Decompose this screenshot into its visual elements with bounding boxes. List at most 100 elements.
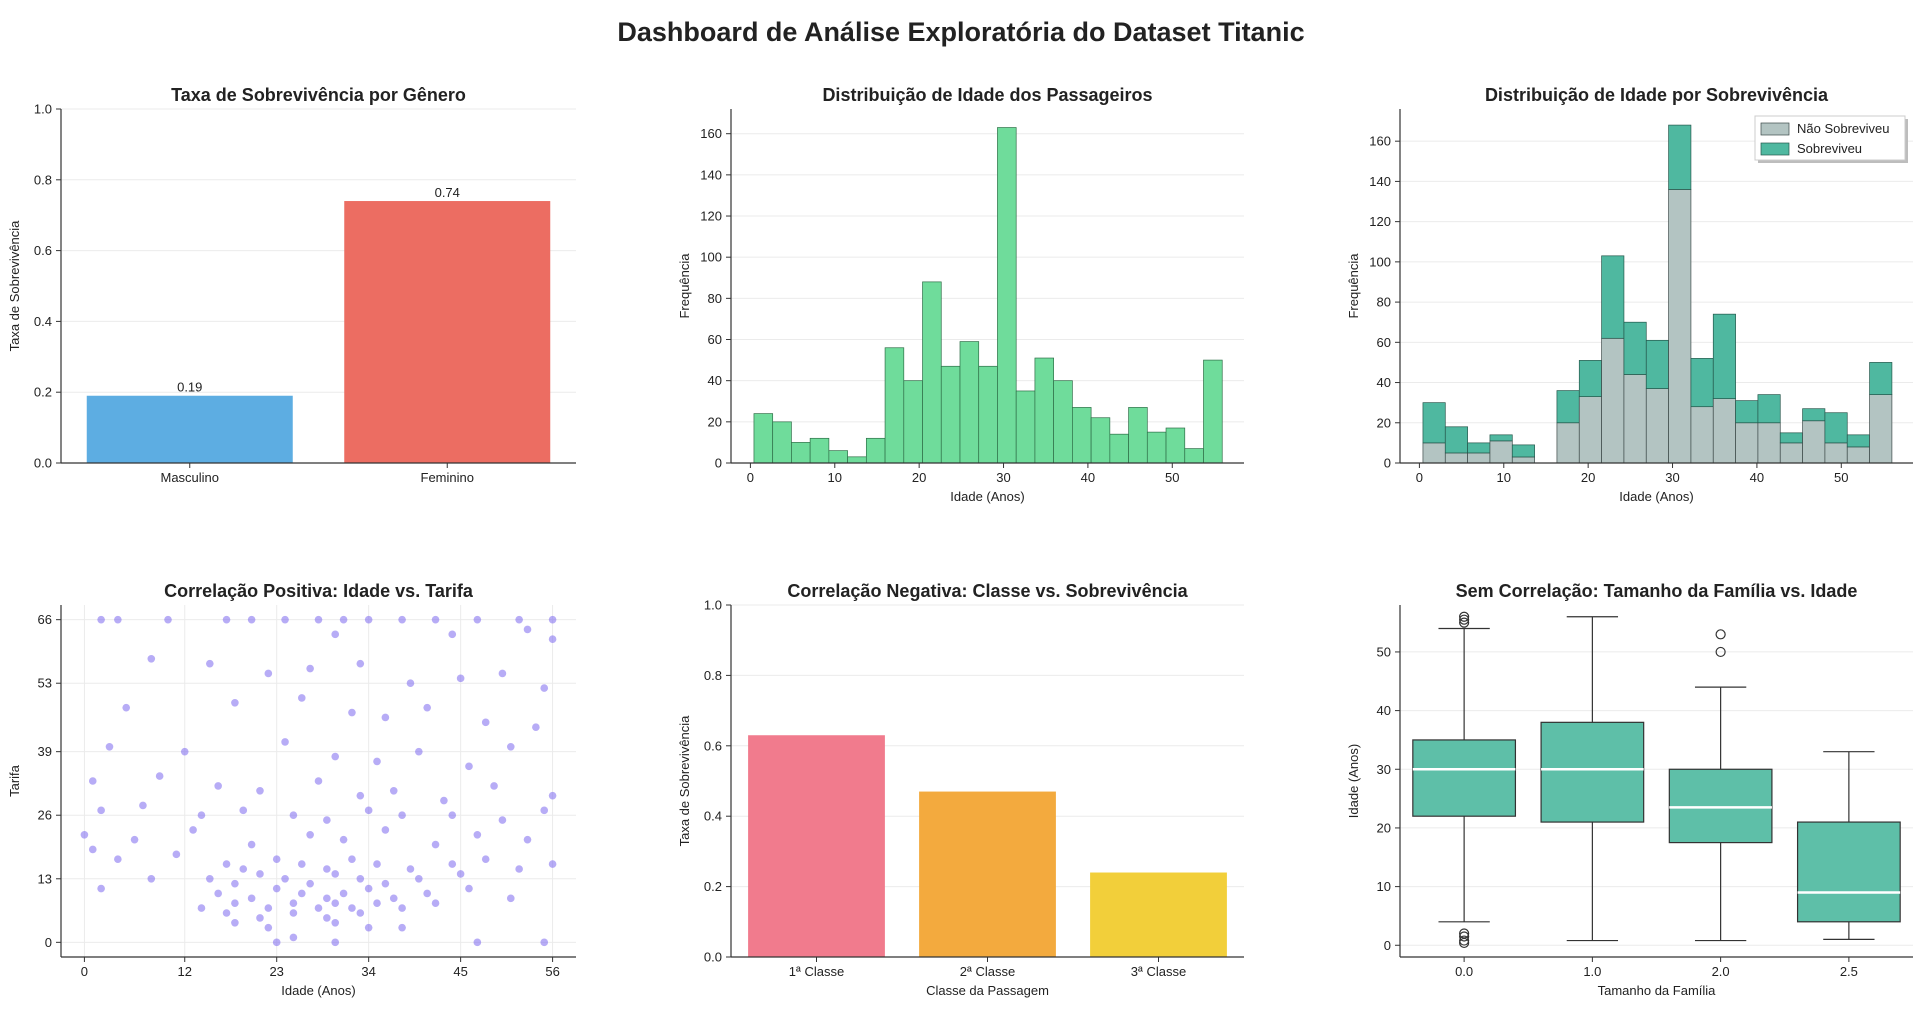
box <box>1540 721 1645 823</box>
scatter-point <box>415 874 423 883</box>
y-tick-label: 10 <box>1377 879 1391 894</box>
bar <box>748 735 885 957</box>
scatter-point <box>297 860 306 868</box>
x-tick-label: 30 <box>996 470 1010 485</box>
bar-not-survived <box>1467 452 1491 464</box>
scatter-point <box>506 894 515 903</box>
scatter-point <box>398 811 406 820</box>
histogram-bar <box>959 341 980 464</box>
histogram-bar <box>1146 431 1167 464</box>
x-tick-label: 20 <box>912 470 926 485</box>
scatter-point <box>548 635 557 644</box>
y-tick-label: 0 <box>715 456 722 471</box>
bar-survived <box>1422 402 1446 444</box>
scatter-point <box>540 938 549 947</box>
scatter-point <box>222 615 231 624</box>
y-tick-label: 0.4 <box>704 809 722 824</box>
histogram-bar <box>1109 433 1129 464</box>
x-tick-label: 50 <box>1834 470 1848 485</box>
scatter-point <box>339 889 348 898</box>
x-axis-label: Idade (Anos) <box>281 983 355 998</box>
chart-age-vs-fare-scatter: 0 13 26 39 53 66 0 12 23 34 45 56 Correlação Positiv… <box>7 581 576 998</box>
histogram-bar <box>940 365 961 464</box>
bar-value-label: 0.74 <box>435 185 460 200</box>
x-tick-label: 2.0 <box>1712 964 1730 979</box>
scatter-point <box>481 718 490 727</box>
bar-not-survived <box>1623 374 1647 464</box>
scatter-point <box>348 708 356 717</box>
scatter-point <box>281 738 289 746</box>
bar-not-survived <box>1802 420 1826 464</box>
scatter-point <box>389 786 398 795</box>
bar-survived <box>1802 408 1826 422</box>
scatter-point <box>406 679 415 688</box>
scatter-point <box>206 659 214 668</box>
bar <box>344 201 551 464</box>
histogram-bar <box>1015 390 1036 464</box>
y-tick-label: 80 <box>1377 295 1391 310</box>
chart-title: Distribuição de Idade dos Passageiros <box>822 85 1152 105</box>
x-tick-label: 50 <box>1165 470 1179 485</box>
outlier-point <box>1459 611 1470 622</box>
scatter-point <box>456 870 465 878</box>
scatter-point <box>139 801 147 810</box>
scatter-point <box>331 918 340 927</box>
y-tick-label: 1.0 <box>34 102 52 117</box>
scatter-point <box>231 918 239 927</box>
y-tick-label: 0.4 <box>34 314 52 329</box>
y-axis-label: Tarifa <box>7 764 22 797</box>
scatter-point <box>289 899 298 908</box>
scatter-point <box>214 782 222 790</box>
x-tick-label: 3ª Classe <box>1131 964 1186 979</box>
scatter-point <box>88 777 97 785</box>
chart-survival-by-gender: 0.19 Masculino 0.74 Feminino 0.0 0.2 0.4 0.6 0.8… <box>7 85 576 485</box>
bar-survived <box>1846 434 1870 448</box>
scatter-point <box>431 615 440 624</box>
x-tick-label: 0 <box>747 470 754 485</box>
y-tick-label: 0.8 <box>704 668 722 683</box>
x-tick-label: 1ª Classe <box>789 964 844 979</box>
bar-survived <box>1578 360 1602 397</box>
scatter-point <box>155 772 164 780</box>
scatter-point <box>331 938 340 947</box>
bar-not-survived <box>1779 442 1803 464</box>
y-axis-label: Frequência <box>1346 253 1361 319</box>
y-tick-label: 66 <box>38 612 52 627</box>
scatter-point <box>540 806 549 815</box>
y-tick-label: 140 <box>1369 174 1391 189</box>
bar <box>919 791 1056 957</box>
scatter-point <box>281 874 289 883</box>
bar-not-survived <box>1824 442 1848 464</box>
chart-family-size-vs-age-box: 0.0 1.0 2.0 2.5 0 10 20 30 40 50 Sem Correlação: T… <box>1346 581 1913 998</box>
x-tick-label: 2.5 <box>1840 964 1858 979</box>
outlier-point <box>1715 646 1726 658</box>
scatter-point <box>197 811 206 820</box>
bar-not-survived <box>1556 422 1580 464</box>
scatter-point <box>548 860 557 868</box>
x-tick-label: 12 <box>177 964 191 979</box>
scatter-point <box>364 884 373 893</box>
bar-not-survived <box>1757 422 1781 464</box>
y-tick-label: 13 <box>38 871 52 886</box>
x-axis-label: Idade (Anos) <box>1619 489 1693 504</box>
scatter-point <box>306 879 314 888</box>
scatter-point <box>222 860 231 868</box>
box <box>1412 739 1517 817</box>
scatter-point <box>523 625 532 634</box>
y-tick-label: 40 <box>1377 703 1391 718</box>
x-tick-label: 34 <box>361 964 375 979</box>
bar-not-survived <box>1735 422 1759 464</box>
bar-survived <box>1511 444 1535 458</box>
bar <box>86 395 293 463</box>
y-tick-label: 0.0 <box>34 456 52 471</box>
scatter-point <box>364 806 373 815</box>
outlier-point <box>1459 614 1470 625</box>
y-tick-label: 160 <box>1369 134 1391 149</box>
scatter-point <box>164 615 172 624</box>
scatter-point <box>264 923 273 932</box>
scatter-point <box>548 791 557 800</box>
scatter-point <box>130 835 139 844</box>
chart-title: Correlação Negativa: Classe vs. Sobreviv… <box>787 581 1188 601</box>
dashboard-title: Dashboard de Análise Exploratória do Dat… <box>617 17 1304 47</box>
scatter-point <box>398 923 406 932</box>
